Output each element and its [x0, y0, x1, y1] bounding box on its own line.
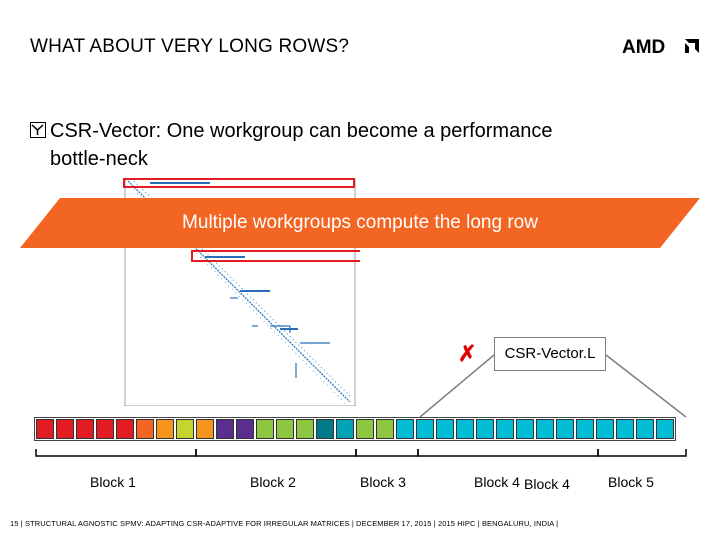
memory-cell: [336, 419, 354, 439]
memory-cell: [196, 419, 214, 439]
memory-cell: [496, 419, 514, 439]
banner-text: Multiple workgroups compute the long row: [182, 212, 538, 233]
block-4-label-duplicate: Block 4: [524, 476, 570, 492]
memory-cell: [616, 419, 634, 439]
memory-cell: [56, 419, 74, 439]
memory-cell: [456, 419, 474, 439]
memory-cell: [656, 419, 674, 439]
block-3-label: Block 3: [360, 474, 406, 490]
banner-arrow-shape: [20, 198, 700, 248]
bullet-text-line1: CSR-Vector: One workgroup can become a p…: [50, 120, 553, 142]
memory-cell: [216, 419, 234, 439]
memory-cell: [396, 419, 414, 439]
memory-cell: [76, 419, 94, 439]
memory-cell-strip: [34, 417, 676, 441]
memory-cell: [516, 419, 534, 439]
block-4-label: Block 4: [474, 474, 520, 490]
memory-cell: [576, 419, 594, 439]
memory-cell: [476, 419, 494, 439]
memory-cell: [596, 419, 614, 439]
bullet-point: CSR-Vector: One workgroup can become a p…: [30, 117, 670, 173]
memory-cell: [636, 419, 654, 439]
checkbox-bullet-icon: [30, 122, 46, 138]
amd-arrow-icon: [685, 39, 699, 53]
memory-cell: [416, 419, 434, 439]
memory-cell: [136, 419, 154, 439]
memory-cell: [276, 419, 294, 439]
amd-logo: AMD: [622, 37, 699, 56]
csr-vector-l-label: CSR-Vector.L: [494, 337, 606, 371]
memory-cell: [96, 419, 114, 439]
block-2-label: Block 2: [250, 474, 296, 490]
bullet-text-line2: bottle-neck: [50, 148, 148, 170]
slide-title: WHAT ABOUT VERY LONG ROWS?: [30, 36, 350, 57]
block-5-label: Block 5: [608, 474, 654, 490]
memory-cell: [36, 419, 54, 439]
slide-footer: 15 | STRUCTURAL AGNOSTIC SPMV: ADAPTING …: [10, 519, 559, 528]
x-mark-icon: ✗: [458, 341, 477, 366]
memory-cell: [116, 419, 134, 439]
amd-logo-text: AMD: [622, 37, 665, 56]
memory-cell: [376, 419, 394, 439]
memory-cell: [256, 419, 274, 439]
memory-cell: [356, 419, 374, 439]
memory-cell: [556, 419, 574, 439]
memory-cell: [536, 419, 554, 439]
memory-cell: [436, 419, 454, 439]
memory-cell: [236, 419, 254, 439]
memory-cell: [316, 419, 334, 439]
memory-cell: [296, 419, 314, 439]
memory-cell: [176, 419, 194, 439]
memory-cell: [156, 419, 174, 439]
block-1-label: Block 1: [90, 474, 136, 490]
